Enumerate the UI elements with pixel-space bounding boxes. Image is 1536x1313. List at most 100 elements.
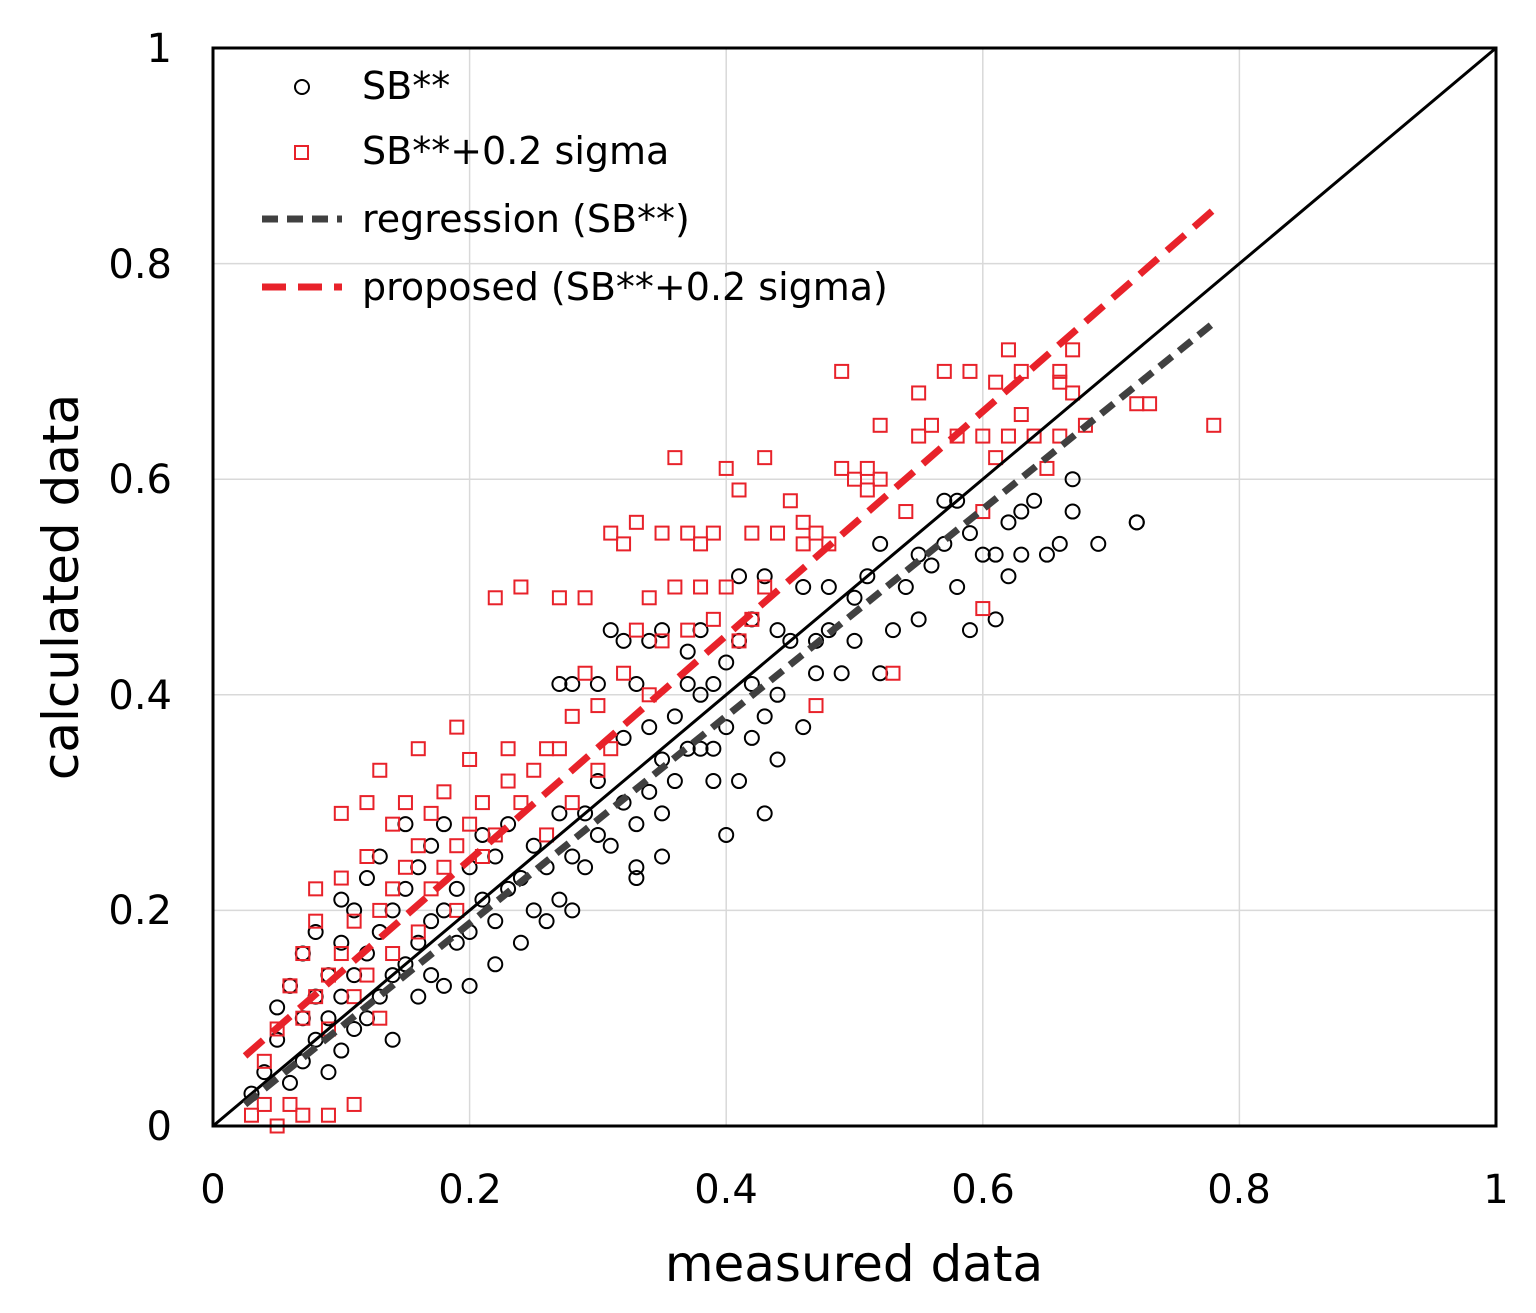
data-point-sb (692, 622, 709, 639)
data-point-sb (346, 967, 363, 984)
data-point-sb (1038, 546, 1055, 563)
data-point-sigma (539, 741, 555, 757)
data-point-sb (820, 579, 837, 595)
data-point-sigma (757, 579, 773, 595)
data-point-sigma (1000, 342, 1016, 358)
data-point-sb (628, 676, 645, 693)
data-point-sigma (385, 881, 401, 897)
data-point-sigma (462, 816, 478, 832)
data-point-sigma (770, 525, 786, 541)
y-tick-label: 0.8 (108, 242, 172, 288)
data-point-sb (923, 557, 940, 574)
data-point-sigma (731, 482, 747, 498)
data-point-sigma (1065, 385, 1081, 401)
data-point-sigma (564, 708, 580, 724)
data-point-sb (654, 622, 671, 639)
data-point-sb (1128, 514, 1145, 531)
data-point-sigma (975, 601, 991, 617)
data-point-sb (628, 870, 645, 887)
data-point-sb (846, 589, 863, 606)
data-point-sigma (551, 741, 567, 757)
data-point-sigma (667, 450, 683, 466)
data-point-sigma (693, 536, 709, 552)
gridlines (213, 48, 1496, 1126)
data-point-sb (448, 880, 465, 897)
data-point-sigma (385, 816, 401, 832)
data-point-sigma (872, 471, 888, 487)
data-point-sb (320, 1010, 337, 1027)
data-point-sb (358, 1010, 375, 1027)
data-point-sb (743, 676, 760, 693)
data-point-sigma (295, 1107, 311, 1123)
data-point-sb (294, 945, 311, 962)
data-point-sigma (474, 795, 490, 811)
data-point-sb (346, 902, 363, 919)
data-point-sigma (513, 795, 529, 811)
data-point-sigma (539, 827, 555, 843)
data-point-sigma (988, 374, 1004, 390)
data-point-sigma (603, 525, 619, 541)
legend-label-sigma: SB**+0.2 sigma (362, 129, 669, 173)
data-point-sb (1051, 535, 1068, 552)
data-point-sb (731, 568, 748, 585)
data-point-sb (1000, 568, 1017, 585)
data-point-sb (281, 1074, 298, 1091)
y-tick-labels: 0 0.2 0.4 0.6 0.8 1 (108, 26, 172, 1150)
data-point-sb (743, 729, 760, 746)
data-point-sb (410, 934, 427, 951)
data-point-sigma (975, 428, 991, 444)
data-point-sb (538, 913, 555, 930)
x-tick-label: 0 (200, 1167, 225, 1213)
data-point-sb (872, 665, 889, 682)
data-point-sigma (256, 1096, 272, 1112)
reference-lines (212, 46, 1497, 1128)
data-point-sigma (410, 924, 426, 940)
data-point-sb (884, 622, 901, 639)
data-point-sigma (282, 978, 298, 994)
data-point-sb (564, 848, 581, 865)
data-point-sigma (936, 363, 952, 379)
data-point-sigma (1000, 428, 1016, 444)
data-point-sigma (410, 838, 426, 854)
data-point-sb (692, 686, 709, 703)
data-point-sigma (308, 881, 324, 897)
data-point-sigma (346, 1096, 362, 1112)
data-point-sigma (295, 946, 311, 962)
data-point-sb (577, 859, 594, 876)
data-point-sb (358, 870, 375, 887)
data-point-sigma (859, 460, 875, 476)
data-point-sb (666, 773, 683, 790)
data-point-sigma (628, 622, 644, 638)
data-point-sb (461, 977, 478, 994)
data-point-sb (397, 880, 414, 897)
data-point-sigma (333, 805, 349, 821)
data-point-sb (731, 632, 748, 649)
data-point-sb (974, 546, 991, 563)
y-tick-label: 0 (147, 1104, 172, 1150)
data-point-sigma (616, 536, 632, 552)
data-point-sb (615, 632, 632, 649)
data-point-sigma (359, 849, 375, 864)
data-point-sigma (795, 536, 811, 552)
data-point-sb (692, 740, 709, 757)
data-point-sigma (243, 1107, 259, 1123)
data-point-sb (269, 1031, 286, 1048)
data-point-sb (564, 902, 581, 919)
data-point-sb (782, 632, 799, 649)
data-point-sb (769, 686, 786, 703)
data-point-sigma (859, 482, 875, 498)
data-point-sigma (577, 590, 593, 606)
data-point-sigma (564, 795, 580, 811)
y-axis-title: calculated data (32, 394, 90, 780)
data-point-sb (756, 708, 773, 725)
data-point-sb (846, 632, 863, 649)
data-point-sb (512, 934, 529, 951)
data-point-sigma (397, 859, 413, 875)
data-point-sigma (744, 525, 760, 541)
x-tick-label: 1 (1483, 1167, 1508, 1213)
data-point-sigma (282, 1096, 298, 1112)
plot-frame (211, 46, 1498, 1128)
data-point-sigma (1052, 363, 1068, 379)
data-point-sigma (372, 762, 388, 778)
